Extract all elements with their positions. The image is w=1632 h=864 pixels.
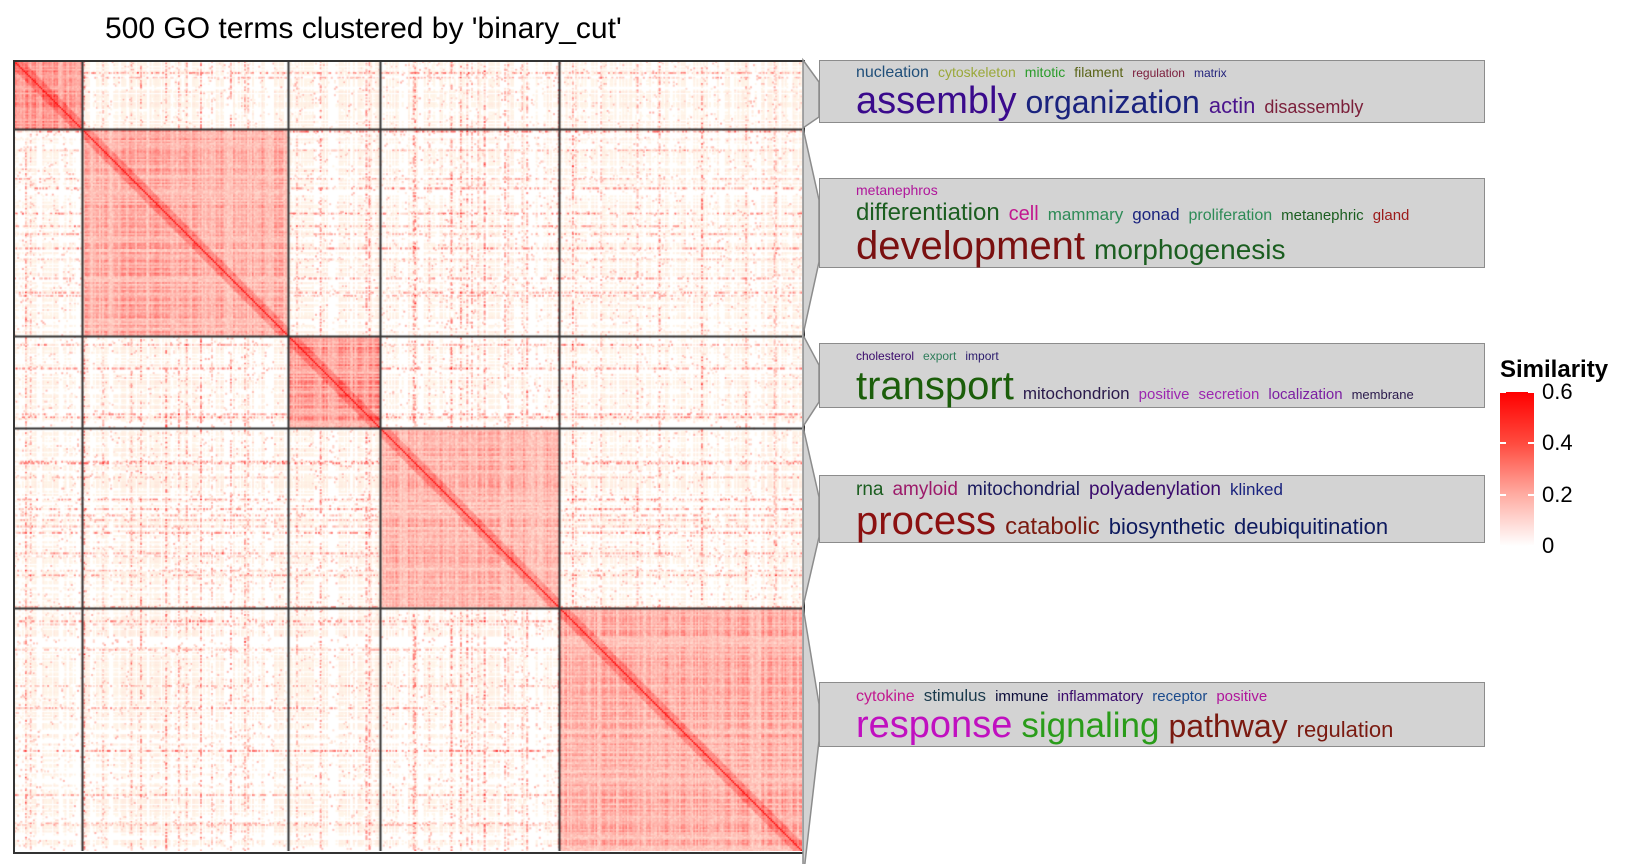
legend-tick-mark (1528, 493, 1534, 496)
word-cloud-term: cell (1008, 202, 1039, 225)
word-cloud-cluster-3: cholesterol export import transport mitochon… (819, 343, 1485, 408)
word-cloud-term: nucleation (856, 64, 929, 81)
word-cloud-term: matrix (1193, 66, 1227, 80)
word-cloud-term: filament (1074, 64, 1124, 80)
word-cloud-term: organization (1025, 83, 1200, 120)
word-cloud-term: rna (856, 479, 884, 500)
word-cloud-line: development morphogenesis (856, 225, 1472, 267)
legend-tick-label: 0.2 (1542, 481, 1573, 507)
word-cloud-line: transport mitochondrion positive secretion l… (856, 365, 1472, 407)
word-cloud-term: morphogenesis (1094, 233, 1286, 265)
word-cloud-term: gland (1372, 206, 1410, 224)
word-cloud-term: cholesterol (856, 349, 915, 363)
chart-title: 500 GO terms clustered by 'binary_cut' (105, 12, 622, 45)
word-cloud-term: stimulus (923, 686, 987, 705)
word-cloud-term: receptor (1152, 688, 1208, 705)
word-cloud-line: rna amyloid mitochondrial polyadenylation kl… (856, 480, 1472, 500)
word-cloud-line: cholesterol export import (856, 348, 1472, 365)
word-cloud-term: response (856, 703, 1013, 746)
word-cloud-cluster-2: metanephros differentiation cell mammary gon… (819, 178, 1485, 268)
word-cloud-term: deubiquitination (1233, 513, 1389, 539)
word-cloud-term: signaling (1021, 705, 1160, 745)
word-cloud-term: regulation (1296, 716, 1394, 742)
legend-tick-label: 0.4 (1542, 430, 1573, 456)
word-cloud-term: polyadenylation (1088, 479, 1221, 500)
word-cloud-cluster-4: rna amyloid mitochondrial polyadenylation kl… (819, 475, 1485, 543)
word-cloud-cluster-1: nucleation cytoskeleton mitotic filament reg… (819, 60, 1485, 123)
word-cloud-line: nucleation cytoskeleton mitotic filament reg… (856, 64, 1472, 82)
word-cloud-term: pathway (1168, 707, 1288, 744)
word-cloud-line: metanephros (856, 183, 1472, 200)
word-cloud-term: regulation (1132, 66, 1185, 80)
word-cloud-term: cytokine (856, 688, 915, 705)
legend-color-bar (1500, 392, 1534, 546)
cluster-callout-4 (802, 426, 820, 607)
word-cloud-term: differentiation (856, 198, 1000, 226)
word-cloud-term: export (923, 349, 957, 363)
cluster-callout-1 (802, 57, 820, 130)
legend-tick-mark (1528, 545, 1534, 547)
word-cloud-term: metanephric (1281, 206, 1364, 224)
word-cloud-term: proliferation (1188, 206, 1273, 224)
word-cloud-term: assembly (856, 79, 1017, 122)
word-cloud-term: positive (1138, 385, 1190, 403)
word-cloud-line: assembly organization actin disassembly (856, 79, 1472, 122)
word-cloud-term: actin (1208, 92, 1256, 118)
word-cloud-term: inflammatory (1057, 688, 1144, 705)
word-cloud-term: membrane (1351, 386, 1414, 402)
word-cloud-line: differentiation cell mammary gonad prolifera… (856, 200, 1472, 225)
word-cloud-term: disassembly (1264, 96, 1364, 117)
word-cloud-term: catabolic (1005, 512, 1100, 540)
word-cloud-term: mitochondrion (1022, 383, 1130, 403)
word-cloud-term: amyloid (892, 479, 958, 500)
legend-tick-mark (1500, 391, 1506, 393)
legend-tick-label: 0 (1542, 533, 1555, 558)
legend-tick-mark (1500, 545, 1506, 547)
word-cloud-term: biosynthetic (1108, 513, 1225, 539)
word-cloud-term: gonad (1132, 204, 1180, 224)
legend-tick-label: 0.6 (1542, 379, 1573, 404)
word-cloud-term: transport (856, 363, 1014, 408)
word-cloud-term: secretion (1198, 385, 1260, 403)
word-cloud-term: immune (995, 688, 1049, 705)
word-cloud-line: response signaling pathway regulation (856, 703, 1472, 746)
word-cloud-term: klinked (1230, 480, 1283, 499)
cluster-callout-5 (802, 606, 820, 864)
word-cloud-line: cytokine stimulus immune inflammatory recept… (856, 687, 1472, 706)
legend-tick-mark (1528, 391, 1534, 393)
word-cloud-line: process catabolic biosynthetic deubiquitina… (856, 500, 1472, 542)
word-cloud-term: development (856, 223, 1086, 268)
word-cloud-term: cytoskeleton (937, 64, 1016, 80)
cluster-callout-2 (802, 127, 820, 336)
word-cloud-term: positive (1216, 688, 1268, 705)
word-cloud-term: metanephros (856, 182, 938, 198)
legend-tick-mark (1500, 493, 1506, 496)
word-cloud-term: localization (1268, 385, 1343, 403)
similarity-heatmap (14, 61, 802, 851)
word-cloud-cluster-5: cytokine stimulus immune inflammatory recept… (819, 682, 1485, 747)
legend-tick-mark (1528, 442, 1534, 445)
word-cloud-term: process (856, 498, 997, 543)
word-cloud-term: mitotic (1024, 64, 1066, 80)
legend-tick-mark (1500, 442, 1506, 445)
word-cloud-term: import (965, 349, 999, 363)
cluster-callout-3 (802, 334, 820, 430)
word-cloud-term: mammary (1047, 204, 1124, 224)
word-cloud-term: mitochondrial (966, 479, 1080, 500)
legend-title: Similarity (1500, 356, 1609, 383)
